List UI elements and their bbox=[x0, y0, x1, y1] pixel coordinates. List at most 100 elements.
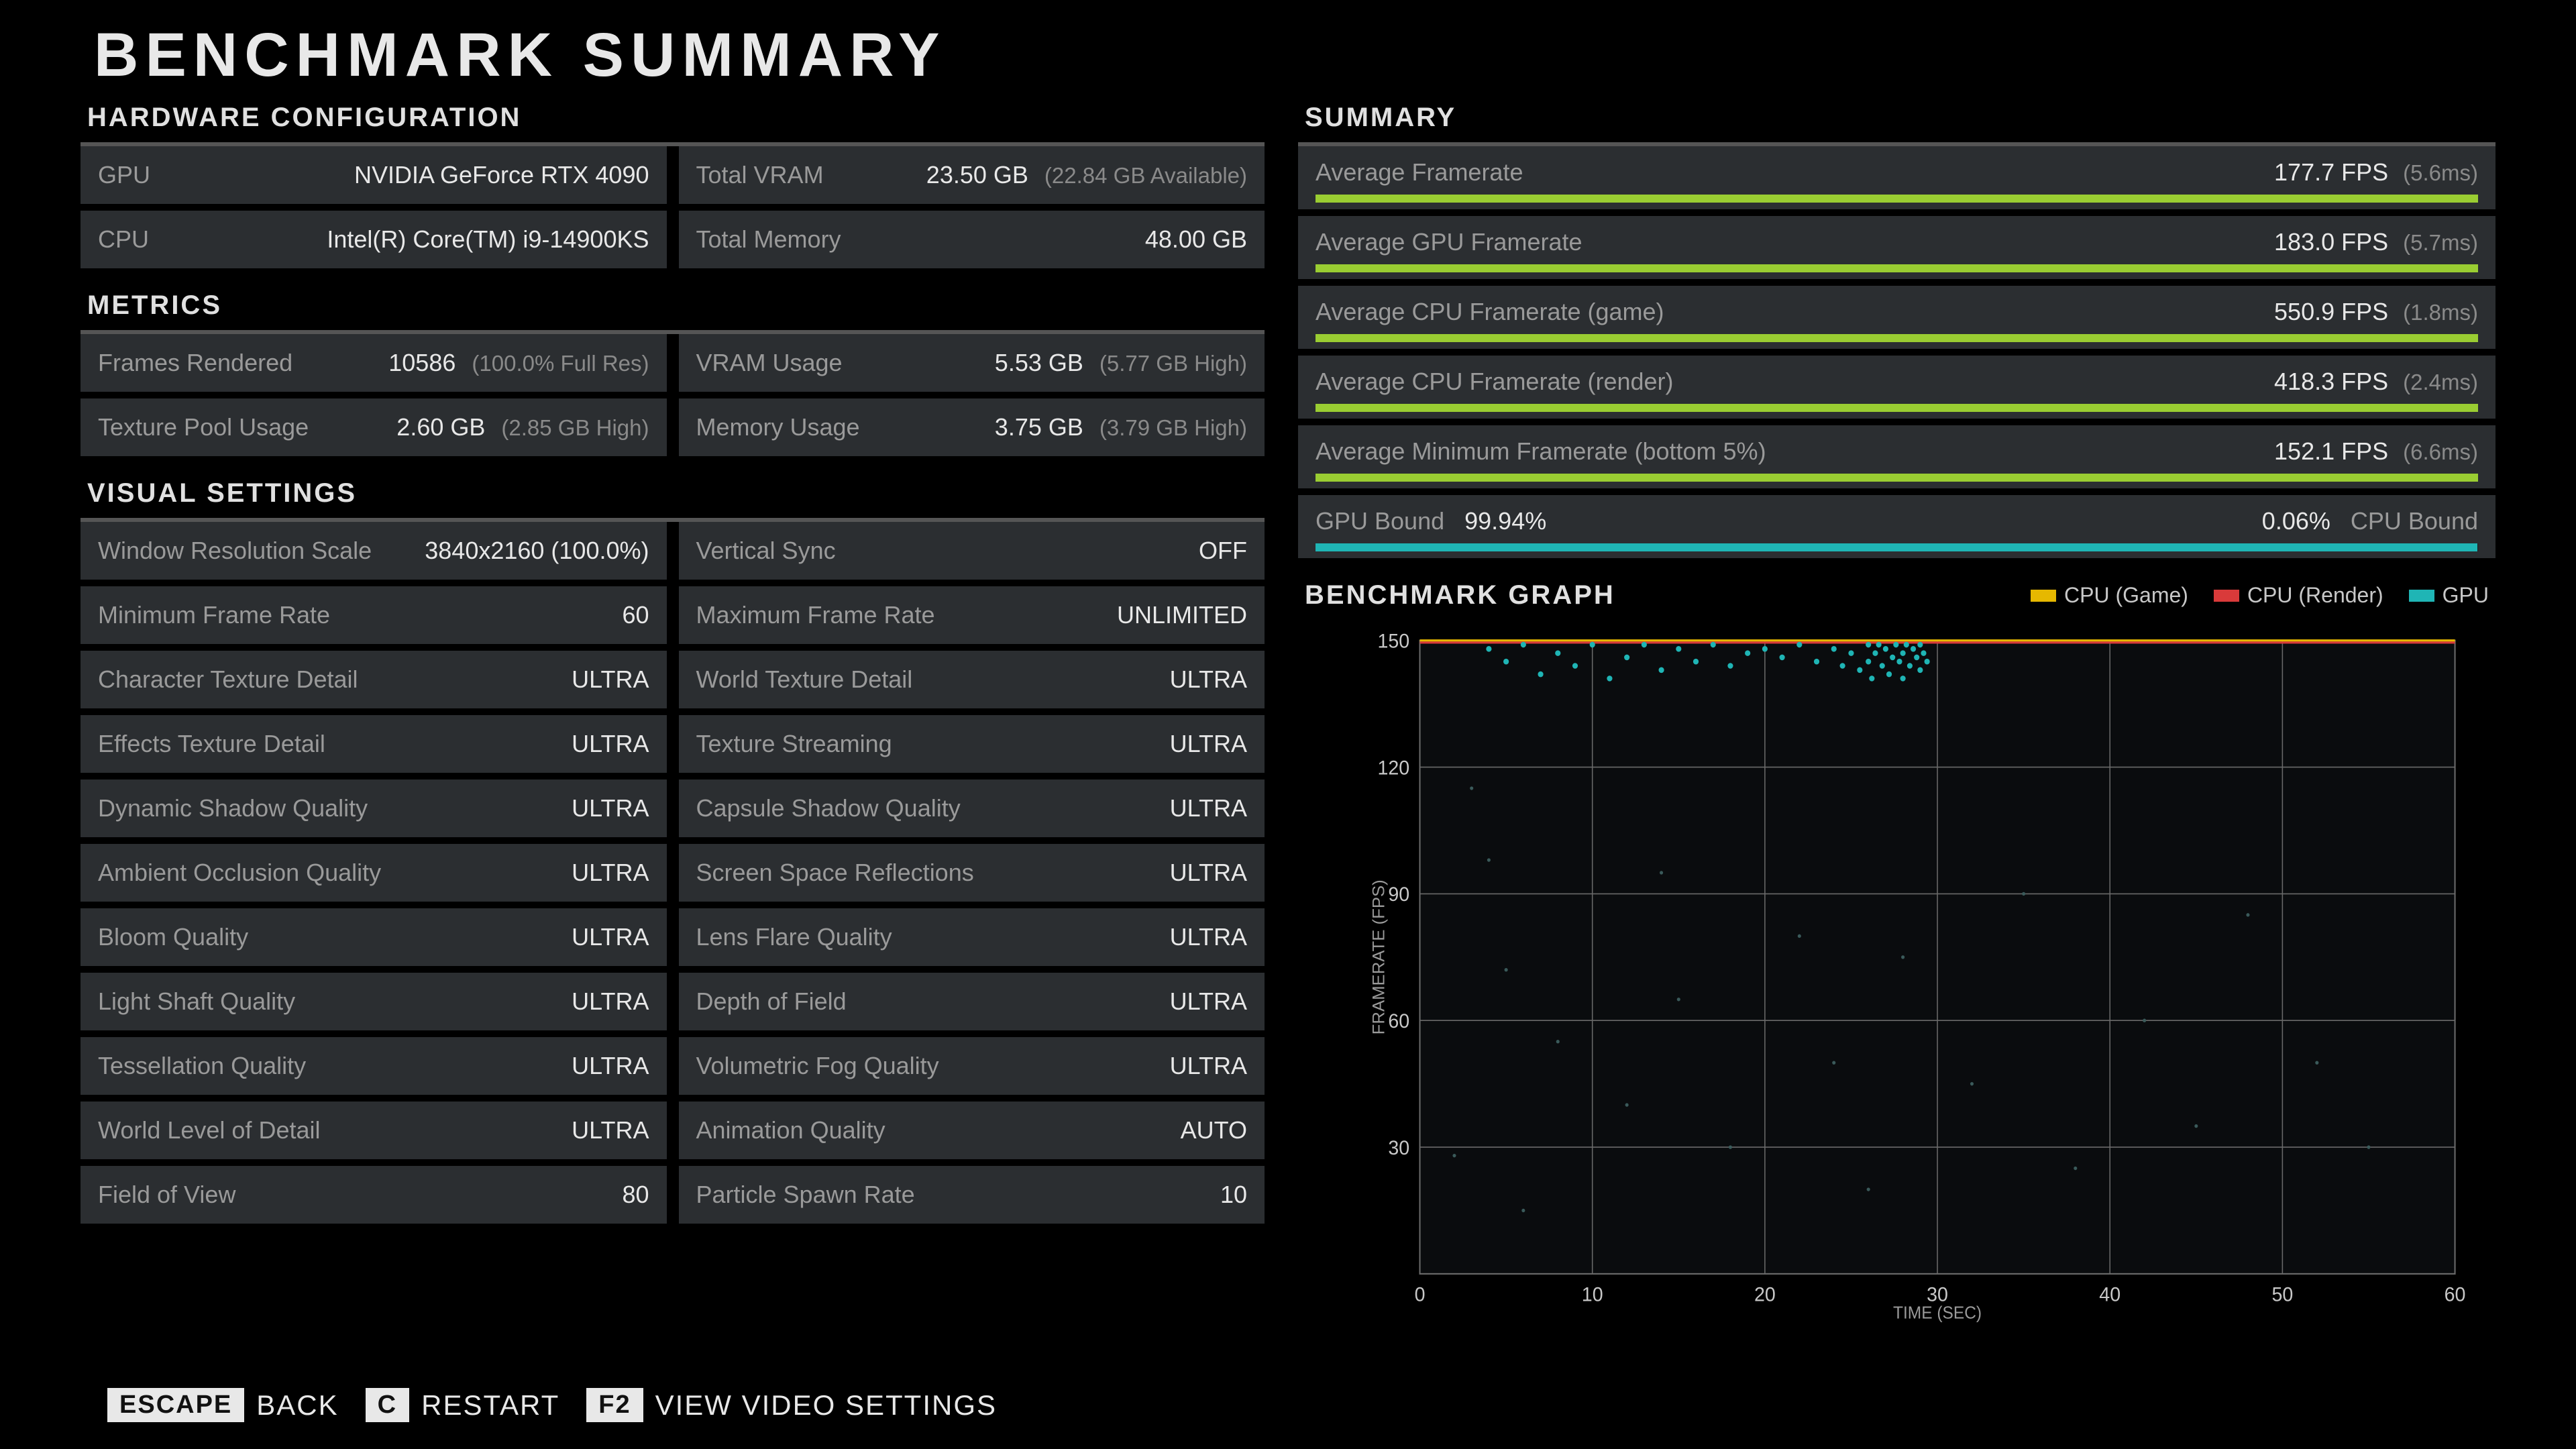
summary-bar-1 bbox=[1316, 264, 2478, 272]
visual-0-label: Window Resolution Scale bbox=[98, 537, 372, 565]
metrics-2-label: Texture Pool Usage bbox=[98, 413, 309, 441]
svg-text:0: 0 bbox=[1415, 1283, 1426, 1306]
visual-16-label: Tessellation Quality bbox=[98, 1052, 306, 1080]
legend-label-1: CPU (Render) bbox=[2247, 583, 2383, 608]
visual-11-label: Screen Space Reflections bbox=[696, 859, 974, 887]
summary-bar-2 bbox=[1316, 334, 2478, 342]
visual-15-row: Depth of FieldULTRA bbox=[679, 973, 1265, 1030]
footer-label-2: VIEW VIDEO SETTINGS bbox=[655, 1389, 997, 1421]
visual-1-value: OFF bbox=[1199, 537, 1247, 565]
visual-2-row: Minimum Frame Rate 60 bbox=[80, 586, 667, 644]
visual-0-value: 3840x2160 (100.0%) bbox=[425, 537, 649, 565]
visual-8-label: Dynamic Shadow Quality bbox=[98, 794, 368, 822]
metrics-section: METRICS Frames Rendered10586 (100.0% Ful… bbox=[80, 285, 1265, 456]
visual-4-label: Character Texture Detail bbox=[98, 665, 358, 694]
gpu-bound-pct: 99.94% bbox=[1464, 507, 1546, 535]
summary-label-0: Average Framerate bbox=[1316, 158, 1523, 186]
visual-17-row: Volumetric Fog QualityULTRA bbox=[679, 1037, 1265, 1095]
metrics-0-sub: (100.0% Full Res) bbox=[472, 351, 649, 376]
svg-text:TIME (SEC): TIME (SEC) bbox=[1893, 1303, 1982, 1323]
svg-text:30: 30 bbox=[1388, 1136, 1409, 1159]
visual-19-value: AUTO bbox=[1181, 1116, 1247, 1144]
visual-12-label: Bloom Quality bbox=[98, 923, 248, 951]
visual-19-row: Animation QualityAUTO bbox=[679, 1102, 1265, 1159]
key-badge-f2: F2 bbox=[586, 1388, 643, 1422]
hardware-0-label: GPU bbox=[98, 161, 150, 189]
visual-6-row: Effects Texture DetailULTRA bbox=[80, 715, 667, 773]
summary-row-1: Average GPU Framerate 183.0 FPS (5.7ms) bbox=[1298, 216, 2496, 279]
svg-text:60: 60 bbox=[1388, 1010, 1409, 1032]
visual-8-value: ULTRA bbox=[572, 794, 649, 822]
summary-bar-3 bbox=[1316, 404, 2478, 412]
summary-ms-0: (5.6ms) bbox=[2403, 160, 2478, 185]
visual-21-row: Particle Spawn Rate10 bbox=[679, 1166, 1265, 1224]
metrics-heading: METRICS bbox=[80, 285, 1265, 334]
legend-item-0: CPU (Game) bbox=[2031, 583, 2188, 608]
summary-label-3: Average CPU Framerate (render) bbox=[1316, 368, 1674, 396]
visual-20-row: Field of View 80 bbox=[80, 1166, 667, 1224]
visual-1-label: Vertical Sync bbox=[696, 537, 836, 565]
visual-18-value: ULTRA bbox=[572, 1116, 649, 1144]
hardware-3-value: 48.00 GB bbox=[1145, 225, 1247, 254]
visual-13-row: Lens Flare QualityULTRA bbox=[679, 908, 1265, 966]
metrics-1-row: VRAM Usage5.53 GB (5.77 GB High) bbox=[679, 334, 1265, 392]
visual-10-value: ULTRA bbox=[572, 859, 649, 887]
summary-ms-3: (2.4ms) bbox=[2403, 370, 2478, 394]
footer-item-2[interactable]: F2 VIEW VIDEO SETTINGS bbox=[586, 1388, 997, 1422]
svg-text:120: 120 bbox=[1377, 757, 1409, 780]
svg-text:30: 30 bbox=[1927, 1283, 1948, 1306]
visual-0-row: Window Resolution Scale 3840x2160 (100.0%… bbox=[80, 522, 667, 580]
visual-3-row: Maximum Frame Rate UNLIMITED bbox=[679, 586, 1265, 644]
visual-17-value: ULTRA bbox=[1170, 1052, 1247, 1080]
visual-15-label: Depth of Field bbox=[696, 987, 847, 1016]
visual-6-label: Effects Texture Detail bbox=[98, 730, 325, 758]
hardware-1-sub: (22.84 GB Available) bbox=[1044, 163, 1247, 188]
summary-row-2: Average CPU Framerate (game)550.9 FPS (1… bbox=[1298, 286, 2496, 349]
legend-item-2: GPU bbox=[2409, 583, 2489, 608]
footer-item-1[interactable]: CRESTART bbox=[366, 1388, 560, 1422]
summary-bar-4 bbox=[1316, 474, 2478, 482]
visual-12-row: Bloom QualityULTRA bbox=[80, 908, 667, 966]
visual-10-row: Ambient Occlusion QualityULTRA bbox=[80, 844, 667, 902]
summary-section: SUMMARY Average Framerate177.7 FPS (5.6m… bbox=[1298, 97, 2496, 558]
summary-label-1: Average GPU Framerate bbox=[1316, 228, 1582, 256]
footer-item-0[interactable]: ESCAPEBACK bbox=[107, 1388, 339, 1422]
visual-settings-section: VISUAL SETTINGS Window Resolution Scale3… bbox=[80, 473, 1265, 1371]
visual-9-row: Capsule Shadow Quality ULTRA bbox=[679, 780, 1265, 837]
metrics-1-label: VRAM Usage bbox=[696, 349, 843, 377]
legend-swatch-2 bbox=[2409, 590, 2434, 602]
metrics-0-value: 10586 (100.0% Full Res) bbox=[388, 349, 649, 377]
visual-13-label: Lens Flare Quality bbox=[696, 923, 892, 951]
svg-text:10: 10 bbox=[1582, 1283, 1603, 1306]
summary-value-1: 183.0 FPS (5.7ms) bbox=[2274, 228, 2478, 256]
summary-ms-4: (6.6ms) bbox=[2403, 439, 2478, 464]
visual-9-label: Capsule Shadow Quality bbox=[696, 794, 961, 822]
visual-7-value: ULTRA bbox=[1170, 730, 1247, 758]
legend-item-1: CPU (Render) bbox=[2214, 583, 2383, 608]
visual-18-row: World Level of DetailULTRA bbox=[80, 1102, 667, 1159]
metrics-0-row: Frames Rendered10586 (100.0% Full Res) bbox=[80, 334, 667, 392]
visual-16-row: Tessellation Quality ULTRA bbox=[80, 1037, 667, 1095]
visual-2-value: 60 bbox=[622, 601, 649, 629]
metrics-2-sub: (2.85 GB High) bbox=[501, 415, 649, 440]
visual-20-label: Field of View bbox=[98, 1181, 235, 1209]
visual-11-value: ULTRA bbox=[1170, 859, 1247, 887]
svg-text:20: 20 bbox=[1754, 1283, 1776, 1306]
visual-20-value: 80 bbox=[622, 1181, 649, 1209]
visual-3-label: Maximum Frame Rate bbox=[696, 601, 935, 629]
visual-5-label: World Texture Detail bbox=[696, 665, 913, 694]
legend-label-0: CPU (Game) bbox=[2064, 583, 2188, 608]
footer-label-0: BACK bbox=[256, 1389, 338, 1421]
visual-16-value: ULTRA bbox=[572, 1052, 649, 1080]
svg-text:40: 40 bbox=[2099, 1283, 2121, 1306]
visual-9-value: ULTRA bbox=[1170, 794, 1247, 822]
visual-3-value: UNLIMITED bbox=[1117, 601, 1247, 629]
summary-label-4: Average Minimum Framerate (bottom 5%) bbox=[1316, 437, 1766, 466]
hardware-section: HARDWARE CONFIGURATION GPUNVIDIA GeForce… bbox=[80, 97, 1265, 268]
metrics-3-row: Memory Usage3.75 GB (3.79 GB High) bbox=[679, 398, 1265, 456]
graph-heading: BENCHMARK GRAPH bbox=[1305, 580, 1615, 610]
hardware-1-value: 23.50 GB (22.84 GB Available) bbox=[926, 161, 1247, 189]
visual-2-label: Minimum Frame Rate bbox=[98, 601, 330, 629]
svg-text:50: 50 bbox=[2271, 1283, 2293, 1306]
hardware-0-row: GPUNVIDIA GeForce RTX 4090 bbox=[80, 146, 667, 204]
